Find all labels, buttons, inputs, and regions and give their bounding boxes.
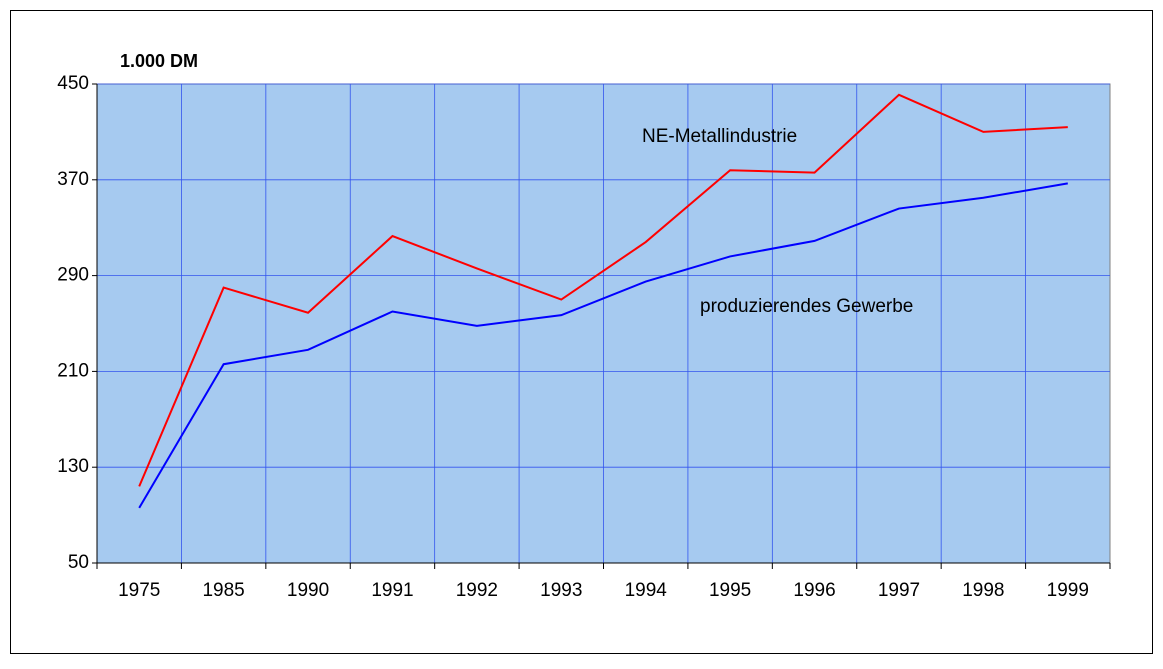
x-tick-label: 1998 xyxy=(962,580,1004,601)
y-tick-label: 130 xyxy=(57,456,89,477)
series-line xyxy=(138,93,1068,487)
y-axis-label: 1.000 DM xyxy=(120,51,198,71)
x-tick-label: 1975 xyxy=(118,580,160,601)
x-tick-label: 1997 xyxy=(878,580,920,601)
series-label: produzierendes Gewerbe xyxy=(700,296,913,317)
x-tick-label: 1985 xyxy=(202,580,244,601)
x-tick-label: 1994 xyxy=(625,580,668,601)
x-tick-label: 1995 xyxy=(709,580,751,601)
x-tick-label: 1996 xyxy=(793,580,835,601)
y-tick-label: 290 xyxy=(57,265,89,286)
x-tick-label: 1993 xyxy=(540,580,582,601)
y-tick-label: 210 xyxy=(57,360,89,381)
x-tick-label: 1991 xyxy=(371,580,413,601)
y-tick-label: 450 xyxy=(57,73,89,94)
series-label: NE-Metallindustrie xyxy=(642,126,797,147)
x-tick-label: 1990 xyxy=(287,580,329,601)
x-tick-label: 1992 xyxy=(456,580,498,601)
y-tick-label: 370 xyxy=(57,169,89,190)
y-tick-label: 50 xyxy=(68,552,89,573)
series-line xyxy=(138,182,1068,509)
x-tick-label: 1999 xyxy=(1047,580,1089,601)
